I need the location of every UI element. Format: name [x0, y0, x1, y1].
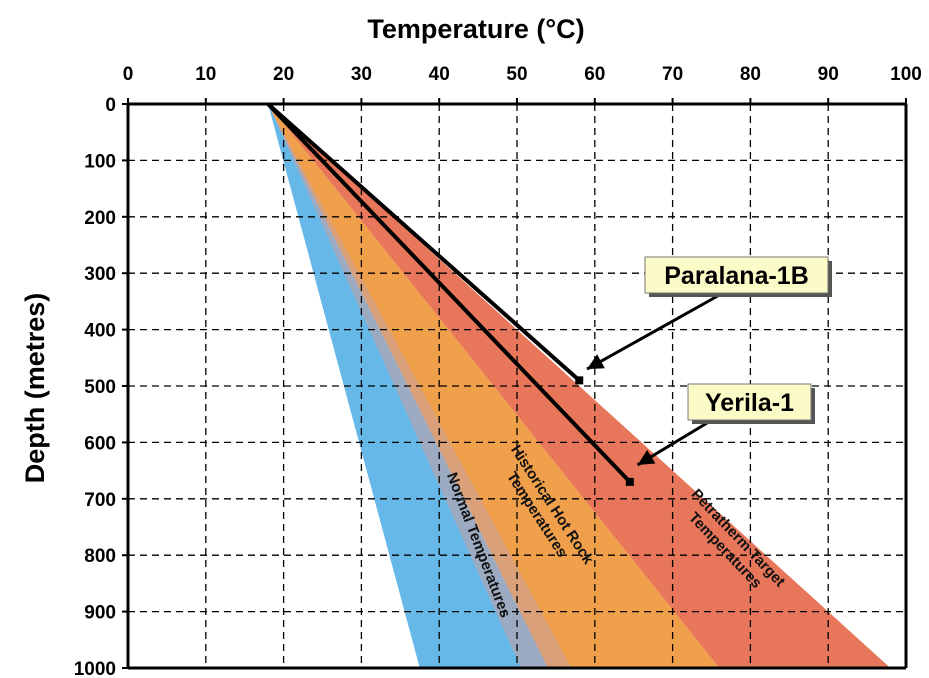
x-tick-label: 10	[195, 64, 216, 85]
y-tick-label: 500	[84, 377, 116, 398]
callouts: Paralana-1B Yerila-1	[586, 256, 832, 467]
yerila-1-end-marker	[625, 477, 634, 486]
y-tick-label: 600	[84, 433, 116, 454]
x-tick-label: 100	[890, 64, 922, 85]
y-tick-label: 700	[84, 490, 116, 511]
paralana-1b-line	[266, 102, 581, 382]
x-tick-label: 20	[273, 64, 294, 85]
yerila-1-callout-box	[687, 383, 812, 421]
petratherm-target-band	[268, 104, 891, 668]
paralana-1b-arrow-head	[587, 354, 605, 370]
x-axis-title: Temperature (°C)	[367, 14, 584, 44]
paralana-1b-callout-box	[644, 256, 829, 294]
paralana-1b-callout-label: Paralana-1B	[664, 262, 809, 290]
y-tick-label: 100	[84, 151, 116, 172]
x-tick-label: 0	[123, 64, 134, 85]
y-tick-label: 900	[84, 603, 116, 624]
paralana-1b-end-marker	[575, 376, 584, 385]
yerila-1-callout-label: Yerila-1	[705, 389, 794, 417]
x-tick-label: 40	[429, 64, 450, 85]
x-tick-labels: 0 10 20 30 40 50 60 70 80 90 100	[123, 64, 922, 85]
well-series	[266, 102, 634, 486]
x-tick-label: 60	[584, 64, 605, 85]
y-tick-label: 0	[105, 95, 116, 116]
y-tick-label: 800	[84, 546, 116, 567]
plot-frame	[122, 98, 908, 670]
y-tick-label: 200	[84, 208, 116, 229]
y-axis-title: Depth (metres)	[20, 293, 50, 484]
y-tick-labels: 0 100 200 300 400 500 600 700 800 900 1000	[74, 95, 116, 678]
x-tick-label: 90	[818, 64, 839, 85]
yerila-1-arrow-head	[637, 449, 656, 465]
paralana-1b-arrow-line	[586, 291, 724, 371]
y-tick-label: 1000	[74, 659, 116, 678]
historical-hot-rock-band	[268, 104, 720, 668]
x-tick-label: 50	[506, 64, 527, 85]
x-tick-label: 70	[662, 64, 683, 85]
y-tick-label: 400	[84, 321, 116, 342]
x-tick-label: 30	[351, 64, 372, 85]
y-tick-label: 300	[84, 264, 116, 285]
yerila-1-line	[266, 102, 632, 484]
x-tick-label: 80	[740, 64, 761, 85]
